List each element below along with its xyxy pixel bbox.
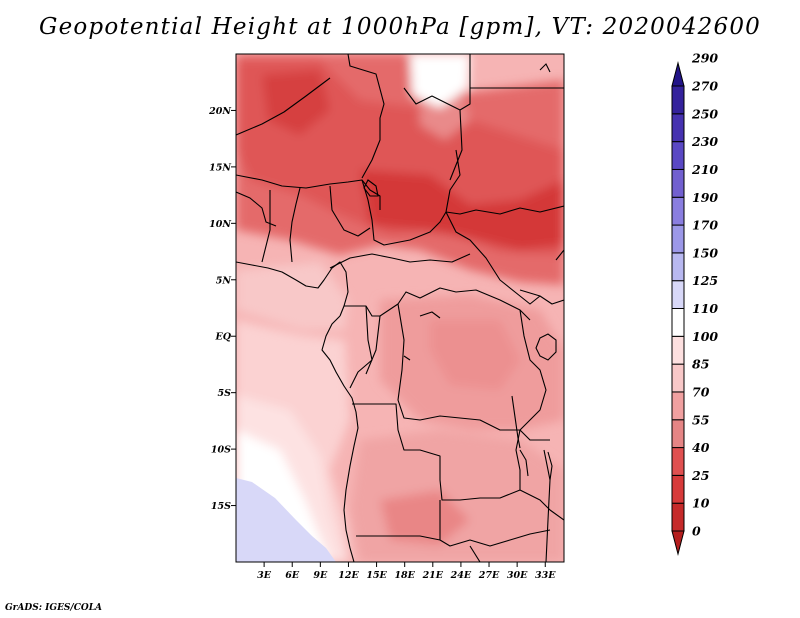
- colorbar-label: 100: [692, 329, 718, 344]
- colorbar-swatch: [671, 391, 685, 421]
- colorbar-label: 170: [692, 218, 718, 233]
- x-tick-label: 12E: [338, 570, 359, 581]
- y-axis: 20N 15N 10N 5N EQ 5S 10S 15S: [208, 106, 236, 512]
- colorbar-swatch: [671, 363, 685, 393]
- geopotential-field: [236, 54, 564, 562]
- colorbar-label: 10: [692, 496, 710, 511]
- colorbar-label: 290: [691, 51, 718, 66]
- colorbar-swatch: [671, 308, 685, 337]
- colorbar-swatch: [671, 419, 685, 449]
- colorbar-swatch: [671, 61, 685, 87]
- y-tick-label: 5N: [216, 275, 232, 286]
- y-tick-label: 20N: [208, 106, 231, 117]
- colorbar-swatch: [671, 474, 685, 504]
- colorbar-swatch: [671, 502, 685, 532]
- y-tick-label: 10N: [209, 219, 231, 230]
- colorbar-swatch: [671, 196, 685, 226]
- colorbar-swatch: [671, 447, 685, 476]
- colorbar-swatch: [671, 335, 685, 365]
- y-tick-label: 15S: [211, 501, 231, 512]
- colorbar-label: 40: [692, 440, 710, 455]
- colorbar-label: 230: [691, 134, 718, 149]
- x-axis: 3E 6E 9E 12E 15E 18E 21E 24E 27E 30E 33E: [257, 562, 556, 581]
- colorbar-swatch: [671, 141, 685, 170]
- colorbar-label: 150: [692, 245, 718, 260]
- colorbar-label: 210: [691, 162, 718, 177]
- y-tick-label: 15N: [209, 162, 231, 173]
- x-tick-label: 27E: [478, 570, 500, 581]
- colorbar-label: 25: [691, 468, 709, 483]
- colorbar-swatch: [671, 280, 685, 309]
- chart-title: Geopotential Height at 1000hPa [gpm], VT…: [39, 14, 761, 40]
- x-tick-label: 9E: [313, 570, 328, 581]
- colorbar-swatch: [671, 530, 685, 556]
- colorbar-swatch: [671, 168, 685, 198]
- x-tick-label: 30E: [507, 570, 528, 581]
- y-tick-label: 10S: [211, 445, 231, 456]
- x-tick-label: 3E: [257, 570, 272, 581]
- x-tick-label: 18E: [394, 570, 415, 581]
- colorbar-label: 190: [692, 190, 718, 205]
- colorbar-label: 270: [691, 79, 718, 94]
- colorbar-swatch: [671, 224, 685, 254]
- x-tick-label: 15E: [366, 570, 387, 581]
- colorbar-label: 250: [691, 106, 718, 121]
- colorbar-label: 125: [692, 273, 718, 288]
- colorbar-label: 70: [692, 384, 710, 399]
- colorbar-swatch: [671, 85, 685, 115]
- colorbar-swatch: [671, 252, 685, 282]
- x-tick-label: 6E: [285, 570, 300, 581]
- x-tick-label: 21E: [422, 570, 444, 581]
- colorbar: 0 10 25 40 55 70 85 100 110 125 150 170 190 210 230 250…: [671, 51, 718, 556]
- colorbar-label: 85: [692, 357, 709, 372]
- colorbar-label: 55: [692, 412, 709, 427]
- colorbar-swatch: [671, 113, 685, 143]
- colorbar-label: 0: [692, 524, 701, 539]
- y-tick-label: EQ: [214, 332, 231, 343]
- grads-credit: GrADS: IGES/COLA: [5, 603, 103, 613]
- x-tick-label: 24E: [450, 570, 472, 581]
- colorbar-label: 110: [692, 301, 718, 316]
- x-tick-label: 33E: [535, 570, 556, 581]
- y-tick-label: 5S: [218, 388, 232, 399]
